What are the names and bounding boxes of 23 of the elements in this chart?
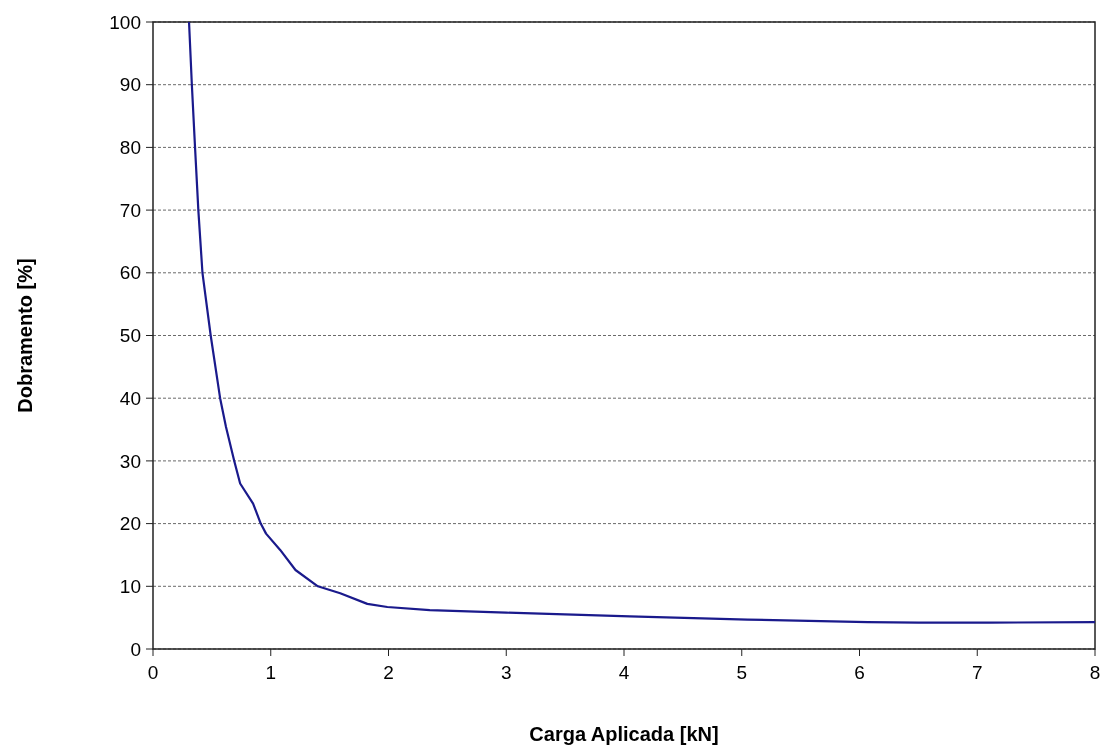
x-tick-label: 8 <box>1089 662 1101 683</box>
y-tick-label: 30 <box>119 450 141 472</box>
x-axis-title: Carga Aplicada [kN] <box>529 723 719 745</box>
x-tick-label: 7 <box>971 662 983 683</box>
y-tick-label: 90 <box>119 74 141 96</box>
line-series <box>187 20 1097 624</box>
x-tick-label: 0 <box>147 662 159 683</box>
y-tick-label: 60 <box>119 262 141 284</box>
y-tick-label: 100 <box>109 11 141 33</box>
y-tick-label: 20 <box>119 513 141 535</box>
x-tick-label: 1 <box>265 662 277 683</box>
x-tick-label: 5 <box>736 662 748 683</box>
x-tick-label: 4 <box>618 662 630 683</box>
y-tick-label: 70 <box>119 199 141 221</box>
y-tick-label: 10 <box>119 575 141 597</box>
x-tick-label: 6 <box>854 662 865 683</box>
y-axis-title: Dobramento [%] <box>14 258 36 413</box>
y-tick-label: 80 <box>119 137 141 159</box>
x-tick-label: 2 <box>383 662 394 683</box>
x-tick-label: 3 <box>500 662 512 683</box>
y-tick-label: 50 <box>119 325 141 347</box>
y-tick-label: 0 <box>130 638 141 660</box>
y-tick-label: 40 <box>119 387 141 409</box>
